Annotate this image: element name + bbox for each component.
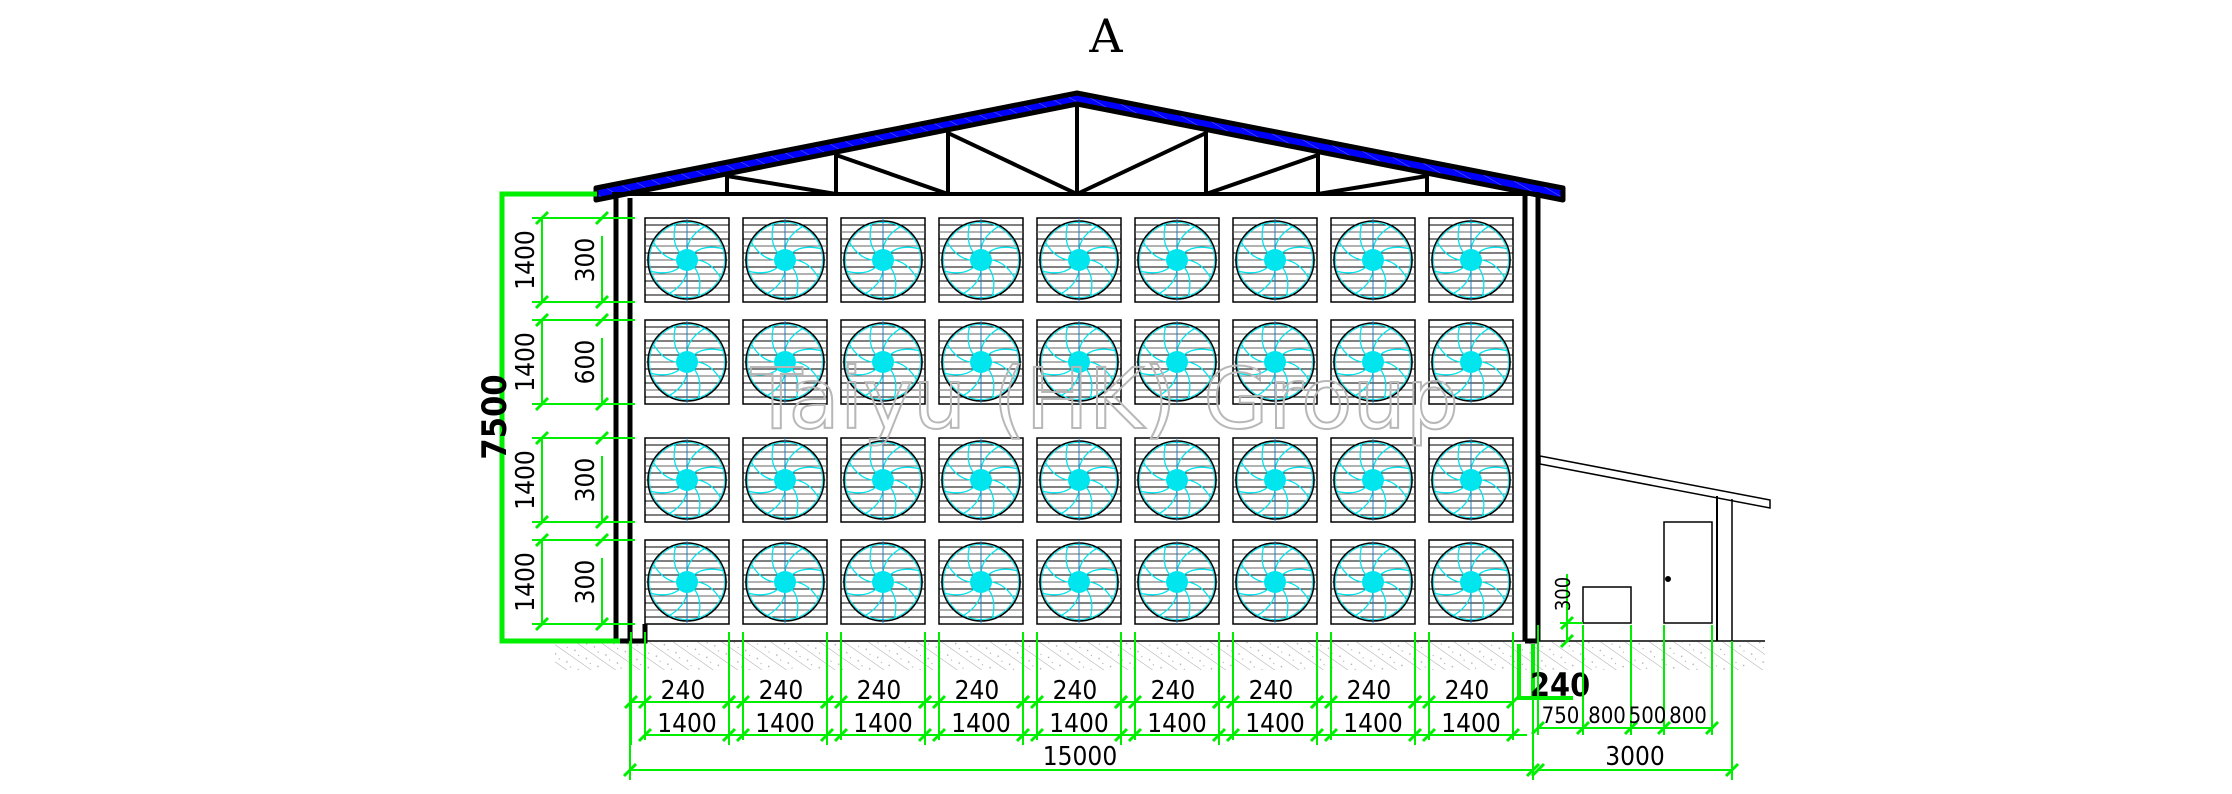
exhaust-fan [1330, 217, 1416, 303]
exhaust-fan [644, 539, 730, 625]
panel-dim-label: 1400 [1441, 709, 1501, 739]
fan-grid [644, 217, 1514, 625]
exhaust-fan [938, 319, 1024, 405]
exhaust-fan [742, 217, 828, 303]
gap-dim-label: 240 [1151, 676, 1196, 706]
horizontal-dimensions: 2401400240140024014002401400240140024014… [622, 632, 1541, 780]
exhaust-fan [742, 437, 828, 523]
exhaust-fan [1036, 217, 1122, 303]
panel-dim-label: 1400 [1049, 709, 1109, 739]
vertical-panel-dim-label: 1400 [511, 230, 541, 290]
panel-dim-label: 1400 [755, 709, 815, 739]
annex-window-sill-label: 300 [1551, 577, 1575, 611]
annex-window [1582, 586, 1632, 624]
vertical-offset-dim-label: 600 [571, 340, 601, 385]
elevation-title: A [1088, 9, 1123, 63]
exhaust-fan [742, 319, 828, 405]
panel-dim-label: 1400 [1343, 709, 1403, 739]
vertical-offset-dim-label: 300 [571, 238, 601, 283]
exhaust-fan [840, 539, 926, 625]
roof-truss [612, 104, 1540, 196]
exhaust-fan [1036, 437, 1122, 523]
gap-dim-label: 240 [955, 676, 1000, 706]
overall-height-label: 7500 [475, 374, 515, 459]
panel-dim-label: 1400 [1147, 709, 1207, 739]
exhaust-fan [1330, 539, 1416, 625]
exhaust-fan [1232, 437, 1318, 523]
panel-dim-label: 1400 [657, 709, 717, 739]
gap-dim-label: 240 [661, 676, 706, 706]
exhaust-fan [1232, 217, 1318, 303]
exhaust-fan [1232, 539, 1318, 625]
watermark: Taiyu (HK) Group [750, 350, 1459, 448]
exhaust-fan [1036, 539, 1122, 625]
exhaust-fan [1330, 437, 1416, 523]
exhaust-fan [840, 319, 926, 405]
panel-dim-label: 1400 [951, 709, 1011, 739]
exhaust-fan [1428, 217, 1514, 303]
gap-dim-label: 240 [1445, 676, 1490, 706]
annex-total-label: 3000 [1605, 742, 1665, 772]
exhaust-fan [938, 437, 1024, 523]
gap-dim-label: 240 [1249, 676, 1294, 706]
main-roof [593, 90, 1566, 203]
exhaust-fan [938, 539, 1024, 625]
annex-segment-label: 800 [1588, 704, 1626, 729]
door-knob [1665, 576, 1671, 582]
left-wall [613, 198, 648, 644]
exhaust-fan [644, 217, 730, 303]
annex-door [1663, 521, 1713, 624]
right-wall [1522, 196, 1541, 644]
vertical-dimensions [499, 191, 635, 644]
vertical-panel-dim-label: 1400 [511, 552, 541, 612]
exhaust-fan [1134, 319, 1220, 405]
annex-segment-label: 800 [1669, 704, 1707, 729]
exhaust-fan [1134, 437, 1220, 523]
panel-dim-label: 1400 [1245, 709, 1305, 739]
exhaust-fan [1134, 217, 1220, 303]
annex-segment-label: 750 [1542, 704, 1580, 729]
exhaust-fan [1134, 539, 1220, 625]
exhaust-fan [938, 217, 1024, 303]
right-wall-thickness-label: 240 [1530, 666, 1590, 704]
gap-dim-label: 240 [1053, 676, 1098, 706]
exhaust-fan [742, 539, 828, 625]
exhaust-fan [644, 437, 730, 523]
exhaust-fan [840, 437, 926, 523]
exhaust-fan [1330, 319, 1416, 405]
right-wall-thickness-dim [1517, 644, 1573, 700]
gap-dim-label: 240 [759, 676, 804, 706]
exhaust-fan [840, 217, 926, 303]
total-width-label: 15000 [1043, 742, 1117, 772]
gap-dim-label: 240 [1347, 676, 1392, 706]
exhaust-fan [644, 319, 730, 405]
vertical-offset-dim-label: 300 [571, 560, 601, 605]
annex-segment-label: 500 [1629, 704, 1667, 729]
exhaust-fan [1428, 539, 1514, 625]
exhaust-fan [1232, 319, 1318, 405]
vertical-offset-dim-label: 300 [571, 458, 601, 503]
annex-structure [1539, 455, 1771, 641]
vertical-panel-dim-label: 1400 [511, 332, 541, 392]
vertical-panel-dim-label: 1400 [511, 450, 541, 510]
exhaust-fan [1036, 319, 1122, 405]
exhaust-fan [1428, 319, 1514, 405]
gap-dim-label: 240 [857, 676, 902, 706]
exhaust-fan [1428, 437, 1514, 523]
panel-dim-label: 1400 [853, 709, 913, 739]
